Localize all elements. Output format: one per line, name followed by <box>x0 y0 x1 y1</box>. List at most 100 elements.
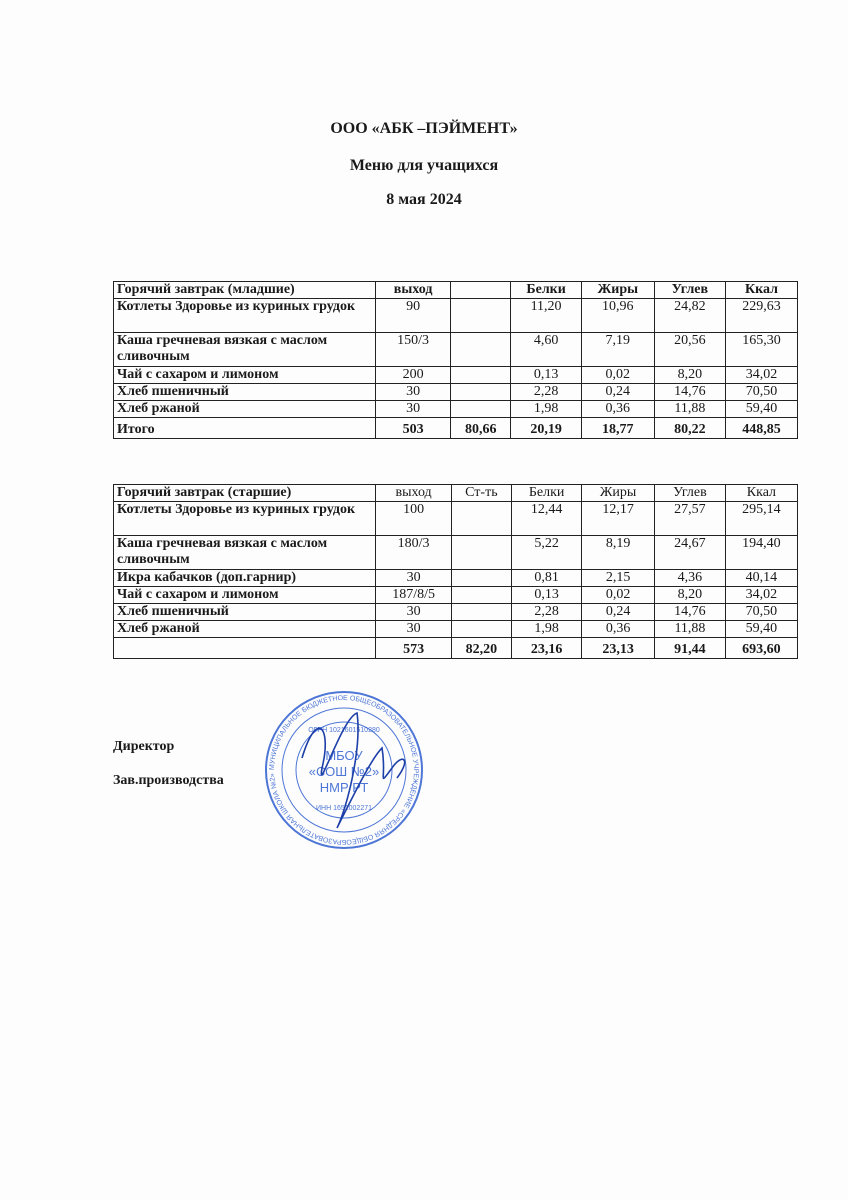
table-cell <box>450 298 512 333</box>
table-row: Икра кабачков (доп.гарнир) 30 0,81 2,15 4,36… <box>112 569 799 587</box>
table-row: Чай с сахаром и лимоном 187/8/5 0,13 0,02 8,… <box>112 586 799 604</box>
table-cell: 100 <box>375 501 452 536</box>
table-cell: 30 <box>375 400 452 418</box>
total-cell: 448,85 <box>724 417 799 439</box>
table-cell: Икра кабачков (доп.гарнир) <box>112 569 377 587</box>
table-cell: Чай с сахаром и лимоном <box>112 366 377 384</box>
menu-table-junior: Горячий завтрак (младшие) выход Белки Жиры У… <box>112 281 799 439</box>
table-cell: 8,20 <box>654 586 726 604</box>
table-cell: 2,28 <box>510 383 582 401</box>
svg-text:МБОУ: МБОУ <box>325 748 363 763</box>
column-header: Жиры <box>580 281 655 299</box>
table-cell <box>450 569 513 587</box>
table-cell: 0,36 <box>581 620 656 638</box>
table-cell: 11,20 <box>510 298 582 333</box>
table-cell: 34,02 <box>724 586 799 604</box>
table-header-row: Горячий завтрак (младшие) выход Белки Жиры У… <box>112 281 799 299</box>
table-row: Хлеб пшеничный 30 2,28 0,24 14,76 70,50 <box>112 603 799 621</box>
table-cell: 24,82 <box>653 298 726 333</box>
table-row: Чай с сахаром и лимоном 200 0,13 0,02 8,20 34… <box>112 366 799 384</box>
table-cell <box>450 603 513 621</box>
table-cell: 70,50 <box>724 383 799 401</box>
table-cell: 90 <box>375 298 452 333</box>
table-cell: 70,50 <box>724 603 799 621</box>
total-cell: 23,16 <box>511 637 583 659</box>
table-row: Каша гречневая вязкая с маслом сливочным… <box>112 332 799 367</box>
table-cell: 194,40 <box>724 535 799 570</box>
table-cell: Хлеб ржаной <box>112 620 377 638</box>
table-cell: 0,02 <box>580 366 655 384</box>
table-cell: Котлеты Здоровье из куриных грудок <box>112 501 377 536</box>
column-header: Жиры <box>581 484 656 502</box>
table-cell: 0,81 <box>511 569 583 587</box>
table-cell: 20,56 <box>653 332 726 367</box>
column-header: Ккал <box>724 484 799 502</box>
table-cell: 0,13 <box>511 586 583 604</box>
table-row: Каша гречневая вязкая с маслом сливочным… <box>112 535 799 570</box>
table-cell: 5,22 <box>511 535 583 570</box>
table-cell: Хлеб пшеничный <box>112 603 377 621</box>
column-header: Ст-ть <box>450 484 513 502</box>
total-cell: 91,44 <box>654 637 726 659</box>
table-cell: 12,17 <box>581 501 656 536</box>
table-cell: 0,36 <box>580 400 655 418</box>
table-cell: 4,60 <box>510 332 582 367</box>
table-cell: 0,02 <box>581 586 656 604</box>
table-cell: 1,98 <box>510 400 582 418</box>
total-cell: 80,66 <box>450 417 512 439</box>
table-cell: Каша гречневая вязкая с маслом сливочным <box>112 332 377 367</box>
table-cell: 229,63 <box>724 298 799 333</box>
table-cell: 1,98 <box>511 620 583 638</box>
column-header: выход <box>375 281 452 299</box>
document-date: 8 мая 2024 <box>386 191 462 208</box>
stamp-outer-ring <box>265 691 423 849</box>
total-cell: 693,60 <box>724 637 799 659</box>
table-cell: Хлеб пшеничный <box>112 383 377 401</box>
total-cell: 23,13 <box>581 637 656 659</box>
table-cell: 0,13 <box>510 366 582 384</box>
column-header: Ккал <box>724 281 799 299</box>
table-cell: 14,76 <box>653 383 726 401</box>
total-cell: 18,77 <box>580 417 655 439</box>
director-label: Директор <box>113 739 175 754</box>
total-row: Итого 503 80,66 20,19 18,77 80,22 448,85 <box>112 417 799 439</box>
table-cell: 12,44 <box>511 501 583 536</box>
stamp-inner-ring <box>281 707 407 833</box>
table-header-row: Горячий завтрак (старшие) выход Ст-ть Белки… <box>112 484 799 502</box>
table-row: Хлеб пшеничный 30 2,28 0,24 14,76 70,50 <box>112 383 799 401</box>
column-header <box>450 281 512 299</box>
total-cell: 573 <box>375 637 452 659</box>
table-cell: 30 <box>375 383 452 401</box>
table-cell: 165,30 <box>724 332 799 367</box>
table-cell: 11,88 <box>653 400 726 418</box>
column-header: Горячий завтрак (старшие) <box>112 484 377 502</box>
table-cell <box>450 332 512 367</box>
table-cell: 59,40 <box>724 620 799 638</box>
total-row: 573 82,20 23,16 23,13 91,44 693,60 <box>112 637 799 659</box>
table-cell: Хлеб ржаной <box>112 400 377 418</box>
table-cell: 187/8/5 <box>375 586 452 604</box>
total-cell: 82,20 <box>450 637 513 659</box>
table-cell: 59,40 <box>724 400 799 418</box>
total-cell <box>112 637 377 659</box>
table-row: Котлеты Здоровье из куриных грудок 90 11,2… <box>112 298 799 333</box>
table-cell: 8,20 <box>653 366 726 384</box>
production-head-label: Зав.производства <box>113 773 224 788</box>
table-cell: Каша гречневая вязкая с маслом сливочным <box>112 535 377 570</box>
table-row: Котлеты Здоровье из куриных грудок 100 12,… <box>112 501 799 536</box>
table-cell <box>450 383 512 401</box>
total-cell: Итого <box>112 417 377 439</box>
table-cell <box>450 535 513 570</box>
document-subtitle: Меню для учащихся <box>349 157 499 174</box>
table-cell: 27,57 <box>654 501 726 536</box>
table-cell: 30 <box>375 603 452 621</box>
table-cell: 40,14 <box>724 569 799 587</box>
table-row: Хлеб ржаной 30 1,98 0,36 11,88 59,40 <box>112 400 799 418</box>
total-cell: 20,19 <box>510 417 582 439</box>
total-cell: 503 <box>375 417 452 439</box>
table-cell: 34,02 <box>724 366 799 384</box>
column-header: Белки <box>510 281 582 299</box>
column-header: Белки <box>511 484 583 502</box>
total-cell: 80,22 <box>653 417 726 439</box>
table-row: Хлеб ржаной 30 1,98 0,36 11,88 59,40 <box>112 620 799 638</box>
